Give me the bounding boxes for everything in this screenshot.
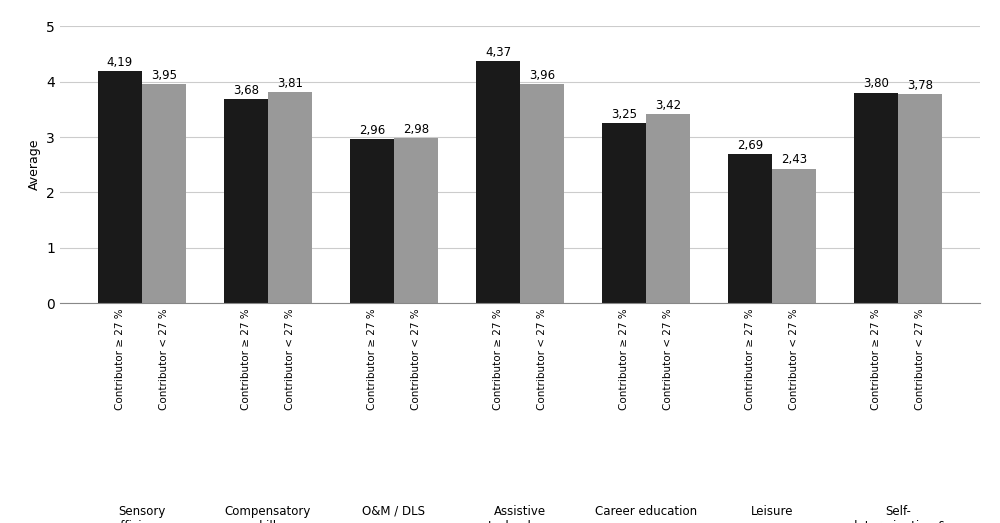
Bar: [476, 61, 520, 303]
Text: Career education: Career education: [595, 505, 697, 518]
Bar: [602, 123, 646, 303]
Text: 2,69: 2,69: [737, 139, 763, 152]
Bar: [224, 99, 268, 303]
Text: Compensatory
skills: Compensatory skills: [225, 505, 311, 523]
Bar: [646, 113, 690, 303]
Text: 3,68: 3,68: [233, 84, 259, 97]
Text: 3,81: 3,81: [277, 77, 303, 90]
Text: 3,25: 3,25: [611, 108, 637, 121]
Text: 2,98: 2,98: [403, 123, 429, 136]
Bar: [854, 93, 898, 303]
Bar: [772, 168, 816, 303]
Bar: [350, 139, 394, 303]
Text: 4,37: 4,37: [485, 46, 511, 59]
Text: 3,78: 3,78: [907, 78, 933, 92]
Bar: [898, 94, 942, 303]
Text: Sensory
efficiency: Sensory efficiency: [114, 505, 170, 523]
Text: 3,95: 3,95: [151, 69, 177, 82]
Text: 2,96: 2,96: [359, 124, 385, 137]
Bar: [520, 84, 564, 303]
Bar: [142, 84, 186, 303]
Text: Leisure: Leisure: [751, 505, 793, 518]
Y-axis label: Average: Average: [28, 139, 41, 190]
Text: Self-
determination &
social interaction: Self- determination & social interaction: [847, 505, 949, 523]
Bar: [98, 71, 142, 303]
Text: 3,42: 3,42: [655, 98, 681, 111]
Bar: [268, 92, 312, 303]
Text: 2,43: 2,43: [781, 153, 807, 166]
Text: Assistive
technology: Assistive technology: [487, 505, 553, 523]
Text: 3,96: 3,96: [529, 69, 555, 82]
Bar: [394, 138, 438, 303]
Text: O&M / DLS: O&M / DLS: [362, 505, 425, 518]
Text: 3,80: 3,80: [863, 77, 889, 90]
Bar: [728, 154, 772, 303]
Text: 4,19: 4,19: [107, 56, 133, 69]
